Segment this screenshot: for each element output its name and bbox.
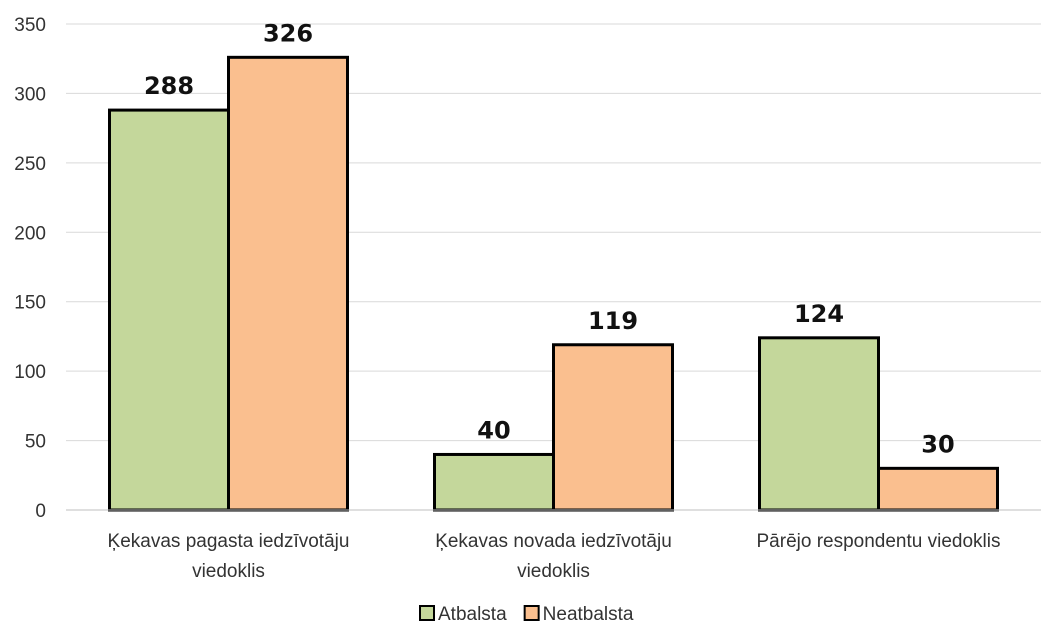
bar-atbalsta-1 [433,452,555,512]
category-label: viedoklis [517,561,590,582]
category-label: Pārējo respondentu viedoklis [757,531,1001,552]
data-label: 30 [921,430,954,458]
bar-atbalsta-2 [758,336,880,512]
y-tick-label: 250 [14,154,46,175]
bar-neatbalsta-1 [552,343,674,512]
data-label: 124 [794,300,844,328]
legend-swatch [419,605,435,621]
data-label: 326 [263,19,313,47]
data-label: 288 [144,72,194,100]
y-tick-label: 200 [14,223,46,244]
data-label: 119 [588,307,638,335]
data-label: 40 [477,416,510,444]
y-tick-label: 300 [14,84,46,105]
legend-swatch [523,605,540,621]
y-tick-label: 50 [25,432,46,453]
bar-neatbalsta-2 [877,466,999,512]
bar-neatbalsta-0 [227,55,349,512]
y-axis-tick-labels: 0 50 100 150 200 250 300 350 [14,15,46,522]
bars [108,55,999,512]
y-tick-label: 350 [14,15,46,36]
y-tick-label: 100 [14,362,46,383]
legend-label: Atbalsta [438,604,507,625]
y-tick-label: 0 [35,501,46,522]
category-label: Ķekavas pagasta iedzīvotāju [108,531,350,552]
legend-label: Neatbalsta [543,604,634,625]
y-tick-label: 150 [14,293,46,314]
category-label: viedoklis [192,561,265,582]
data-labels: 288 326 40 119 124 30 [144,19,955,458]
legend: Atbalsta Neatbalsta [419,604,634,625]
category-label: Ķekavas novada iedzīvotāju [435,531,672,552]
category-labels: Ķekavas pagasta iedzīvotāju viedoklis Ķeka… [108,531,1001,582]
bar-atbalsta-0 [108,108,230,512]
